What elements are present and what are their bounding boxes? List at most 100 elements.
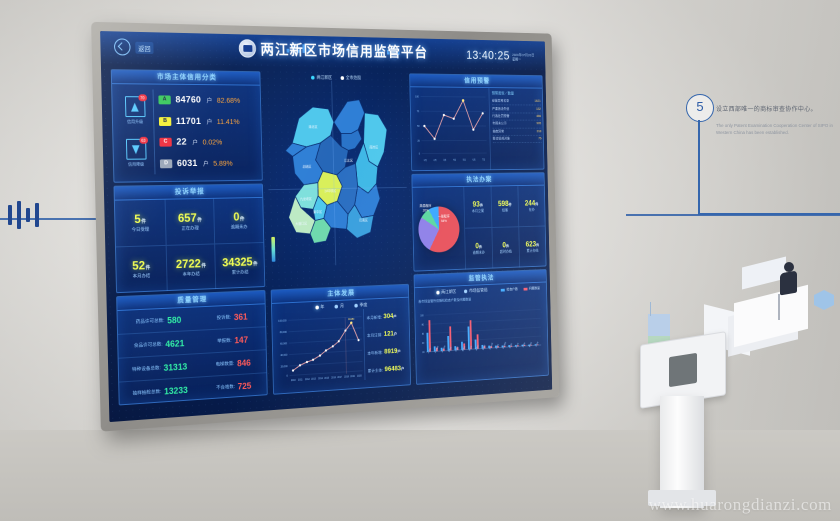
credit-percent: 5.89% — [213, 158, 233, 168]
cases-value: 93件 — [472, 199, 484, 209]
warning-list-item[interactable]: 严重违法失信 132 — [492, 105, 541, 114]
legend-item-inspections[interactable]: 检查户数 — [500, 287, 518, 292]
tab-year[interactable]: 年 — [315, 304, 325, 310]
complaint-label: 本年办结 — [182, 271, 200, 277]
warning-list-item[interactable]: 联合惩戒对象 76 — [492, 135, 542, 144]
quality-item[interactable]: 投诉数: 361 — [198, 304, 266, 331]
map-district-label: 渝中区 — [313, 209, 323, 214]
svg-text:4月: 4月 — [453, 158, 456, 162]
svg-text:40: 40 — [422, 342, 425, 345]
warning-list-item[interactable]: 行政处罚预警 486 — [492, 113, 542, 121]
quality-label: 抽样抽检总数: — [132, 389, 162, 397]
cases-label: 本月立案 — [471, 208, 485, 213]
illustration-plant — [650, 302, 661, 316]
svg-text:0: 0 — [286, 374, 288, 378]
quality-label: 投诉数: — [216, 315, 232, 322]
svg-text:100: 100 — [415, 95, 419, 99]
svg-text:40,000: 40,000 — [280, 353, 288, 357]
warning-list-item[interactable]: 抽查异常 318 — [492, 128, 542, 136]
map-district-label: 巴南区 — [359, 217, 368, 222]
bar-category-label: 鱼嘴所 — [481, 344, 486, 351]
quality-value: 13233 — [164, 384, 188, 396]
credit-downgrade-item[interactable]: 63 信用降级 — [125, 137, 148, 167]
right-column: 信用预警 — [409, 73, 549, 385]
legend-item-issues[interactable]: 问题数量 — [523, 286, 540, 291]
quality-panel: 质量管理 药品许可总数: 580 投诉数: 361 — [116, 289, 268, 406]
development-stat: 本年新增: 8919户 — [367, 347, 409, 356]
tab-quarter[interactable]: 季度 — [354, 302, 367, 308]
svg-text:2014: 2014 — [318, 377, 323, 380]
warning-line-chart[interactable]: 100 75 50 25 0 — [410, 87, 490, 171]
svg-text:2015: 2015 — [324, 377, 329, 380]
complaint-label: 本月办结 — [132, 273, 151, 279]
credit-downgrade-label: 信用降级 — [128, 161, 145, 167]
bar-category-label: 王家所 — [521, 342, 526, 349]
credit-row[interactable]: C 22 户 0.02% — [159, 137, 257, 148]
map-district-label: 沙坪坝区 — [324, 188, 336, 193]
quality-label: 举报数: — [217, 338, 232, 345]
cases-value: 244件 — [524, 198, 539, 208]
cases-cell[interactable]: 0件 超时办结 — [491, 226, 520, 269]
warning-list-header: 预警类型／数量 — [491, 90, 514, 96]
svg-text:2013: 2013 — [311, 378, 316, 381]
tab-month[interactable]: 月 — [334, 303, 344, 309]
cases-panel: 执法办案 简易程序 26% 一般程序 58% — [411, 172, 547, 272]
kiosk-stem — [660, 396, 704, 508]
svg-text:1月: 1月 — [424, 158, 427, 162]
cases-pie-chart[interactable]: 简易程序 26% 一般程序 58% — [413, 187, 466, 272]
quality-item[interactable]: 不合格数: 725 — [200, 373, 267, 400]
complaint-value: 2722件 — [175, 256, 207, 272]
credit-upgrade-item[interactable]: 70 信用升级 — [124, 94, 147, 124]
credit-percent: 0.02% — [202, 137, 223, 147]
development-line-chart[interactable]: 100,000 80,000 60,000 40,000 20,000 0 — [272, 309, 364, 386]
cases-label: 结案 — [501, 208, 509, 213]
cases-cell[interactable]: 598件 结案 — [490, 186, 519, 228]
svg-text:5月: 5月 — [463, 158, 466, 162]
bar-category-label: 翠云所 — [468, 345, 473, 352]
warning-list[interactable]: 预警类型／数量 经营异常名录 1621 严重违法失信 132 行政处罚预警 486 年… — [488, 88, 544, 171]
complaint-cell[interactable]: 52件 本月办结 — [115, 245, 168, 294]
map-district-label: 渝北区 — [309, 124, 319, 129]
map-district-label: 北碚区 — [302, 164, 312, 169]
credit-row[interactable]: D 6031 户 5.89% — [159, 157, 258, 169]
svg-text:100: 100 — [420, 314, 424, 317]
complaint-cell[interactable]: 657件 正在办理 — [165, 198, 216, 246]
map-district-label: 大渡口区 — [295, 221, 308, 226]
back-button[interactable]: 返回 — [113, 38, 154, 56]
development-stat: 本月注销: 121户 — [367, 330, 409, 339]
credit-upgrade-badge: 70 — [138, 94, 147, 102]
tab-liangjiang[interactable]: 两江新区 — [436, 289, 456, 295]
cases-cell[interactable]: 623件 累计办结 — [518, 226, 546, 268]
svg-text:2012: 2012 — [305, 378, 310, 381]
bar-category-label: 水竹所 — [534, 341, 539, 348]
cases-cell[interactable]: 244件 在办 — [517, 185, 545, 227]
quality-label: 食品许可总数: — [133, 342, 163, 349]
map-district-label: 九龙坡区 — [300, 196, 313, 201]
quality-value: 361 — [233, 311, 248, 322]
cases-cell[interactable]: 0件 逾期未办 — [464, 227, 493, 270]
bar-category-label: 龙兴所 — [508, 342, 513, 349]
complaint-value: 52件 — [132, 258, 151, 273]
clock-date-line2: 星期一 — [512, 57, 522, 62]
cases-cell[interactable]: 93件 本月立案 — [463, 186, 492, 229]
district-map[interactable]: 渝北区 江北区 北碚区 沙坪坝区 九龙坡区 渝中区 大渡口区 南岸区 巴南区 — [266, 80, 408, 268]
complaint-cell[interactable]: 34325件 累计办结 — [215, 242, 264, 289]
warning-list-item[interactable]: 年报未公示 905 — [492, 120, 542, 129]
credit-row[interactable]: B 11701 户 11.41% — [158, 116, 257, 127]
wall-trim-line-left — [0, 218, 96, 220]
kiosk-screen[interactable] — [669, 352, 697, 388]
credit-row[interactable]: A 84760 户 82.68% — [158, 95, 256, 106]
tab-bureau[interactable]: 市场监管局 — [464, 288, 488, 294]
complaint-cell[interactable]: 0件 逾期未办 — [214, 197, 264, 244]
svg-text:80,000: 80,000 — [280, 330, 288, 334]
bar-category-label: 玉峰山所 — [488, 342, 494, 350]
development-stat-label: 累计主体: — [367, 367, 384, 374]
development-stat-label: 本月新增: — [366, 314, 382, 321]
cases-label: 逾期未办 — [472, 250, 485, 255]
wall-display: 返回 两江新区市场信用监管平台 — [91, 21, 560, 432]
cases-value: 598件 — [497, 199, 512, 208]
svg-text:0: 0 — [419, 152, 421, 156]
supervision-bar-chart[interactable]: 两江新区 市场监管局 检查户数 问题数量 各市场监管所双随机检查户数及问题数量 — [415, 282, 548, 384]
complaint-cell[interactable]: 2722件 本年办结 — [166, 243, 217, 292]
complaint-cell[interactable]: 5件 今日受理 — [114, 199, 167, 247]
